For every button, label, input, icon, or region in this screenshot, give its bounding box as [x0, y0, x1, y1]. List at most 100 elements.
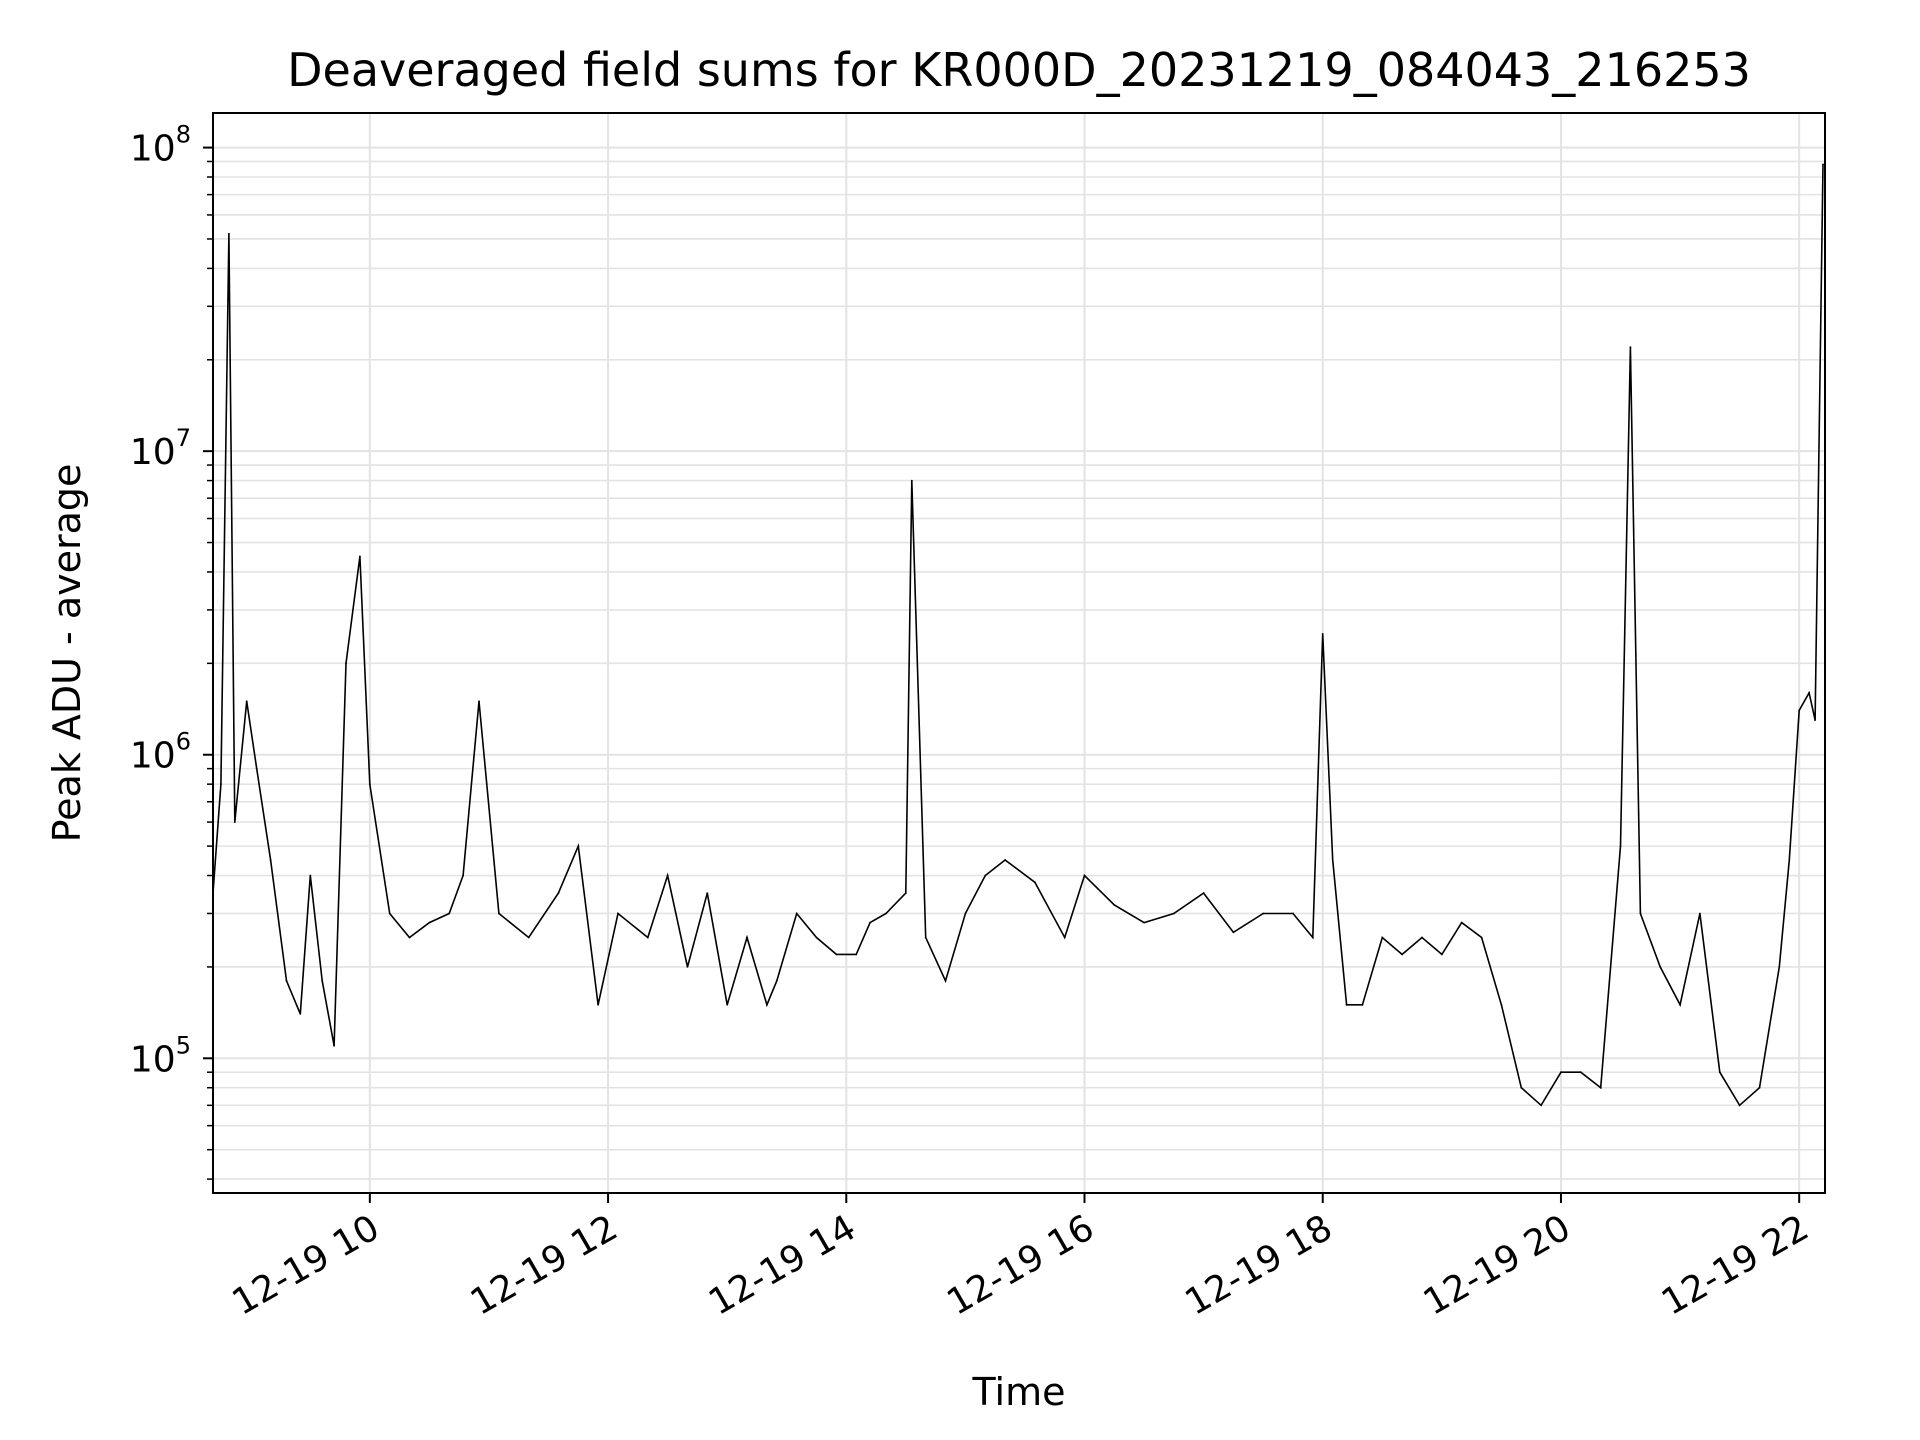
data-point [944, 979, 947, 982]
data-point [984, 874, 987, 877]
data-point [869, 921, 871, 924]
data-point [345, 662, 347, 665]
data-point [1262, 912, 1265, 915]
data-point [245, 700, 248, 703]
y-tick-exponent: 8 [176, 121, 191, 149]
series-line [212, 164, 1824, 1107]
data-point [1083, 874, 1086, 877]
data-point [766, 1003, 768, 1006]
data-point [815, 936, 818, 939]
data-point [835, 953, 838, 956]
data-point [1798, 709, 1801, 712]
data-point [1560, 1071, 1562, 1074]
data-point [498, 912, 500, 915]
data-point [1814, 719, 1816, 721]
data-point [309, 874, 312, 877]
data-point [1361, 1003, 1364, 1006]
data-point [726, 1003, 729, 1006]
data-point [1599, 1086, 1602, 1089]
data-point [462, 874, 464, 877]
data-point [577, 845, 580, 847]
data-point [775, 979, 778, 982]
data-point [1679, 1003, 1681, 1006]
x-axis-label: Time [972, 1370, 1066, 1414]
data-point [1113, 904, 1116, 906]
data-point [666, 874, 669, 877]
data-point [527, 936, 530, 939]
data-point [1639, 912, 1642, 915]
data-point [1659, 966, 1662, 968]
data-point [1172, 912, 1175, 915]
data-point [557, 892, 560, 894]
data-point [478, 700, 480, 703]
data-point [1822, 163, 1824, 166]
data-point [1758, 1086, 1761, 1089]
data-point [1311, 936, 1314, 939]
data-point [1331, 859, 1334, 861]
data-point [285, 979, 288, 982]
data-point [964, 912, 967, 915]
data-layer [212, 163, 1824, 1107]
data-point [1345, 1003, 1348, 1006]
data-point [706, 892, 709, 894]
data-point [1629, 346, 1632, 349]
data-point [597, 1003, 599, 1006]
y-tick-exponent: 6 [176, 728, 191, 756]
data-point [1540, 1104, 1542, 1107]
data-point [333, 1044, 335, 1047]
y-tick-label: 105 [130, 1031, 191, 1080]
data-point [1034, 881, 1036, 884]
grid [213, 113, 1825, 1193]
data-point [428, 921, 431, 924]
data-point [1480, 936, 1483, 939]
data-point [1579, 1071, 1582, 1074]
y-tick-base: 10 [130, 1039, 176, 1080]
data-point [220, 783, 222, 786]
data-point [388, 912, 391, 915]
data-point [686, 966, 689, 968]
data-point [1718, 1071, 1721, 1074]
y-tick-exponent: 7 [176, 424, 191, 452]
data-point [1500, 1003, 1503, 1006]
y-tick-label: 106 [130, 728, 191, 777]
data-point [1778, 966, 1781, 968]
data-point [228, 232, 230, 235]
data-point [269, 859, 272, 861]
data-point [1520, 1086, 1523, 1089]
data-point [1738, 1104, 1741, 1107]
data-point [368, 783, 371, 786]
data-point [1004, 859, 1006, 861]
y-tick-label: 108 [130, 121, 191, 170]
data-point [1063, 936, 1066, 939]
data-point [1381, 936, 1384, 939]
data-point [1808, 691, 1810, 694]
y-tick-base: 10 [130, 432, 176, 473]
data-point [1143, 921, 1145, 924]
data-point [646, 936, 649, 939]
y-tick-exponent: 5 [176, 1031, 191, 1059]
data-point [408, 936, 411, 939]
chart-title: Deaveraged field sums for KR000D_2023121… [287, 43, 1751, 97]
data-point [885, 912, 887, 915]
data-point [904, 892, 907, 894]
data-point [1321, 633, 1324, 635]
data-point [321, 979, 324, 982]
data-point [1401, 953, 1403, 956]
data-point [255, 767, 258, 770]
data-point [910, 479, 913, 482]
data-point [795, 912, 798, 915]
data-point [1619, 845, 1622, 847]
data-point [855, 953, 858, 956]
y-tick-label: 107 [130, 424, 191, 473]
data-point [1788, 859, 1791, 861]
plot-frame [212, 112, 1826, 1194]
data-point [1202, 892, 1205, 894]
data-point [746, 936, 748, 939]
data-point [1292, 912, 1294, 915]
y-tick-base: 10 [130, 129, 176, 170]
data-point [359, 555, 361, 558]
data-point [233, 821, 236, 823]
